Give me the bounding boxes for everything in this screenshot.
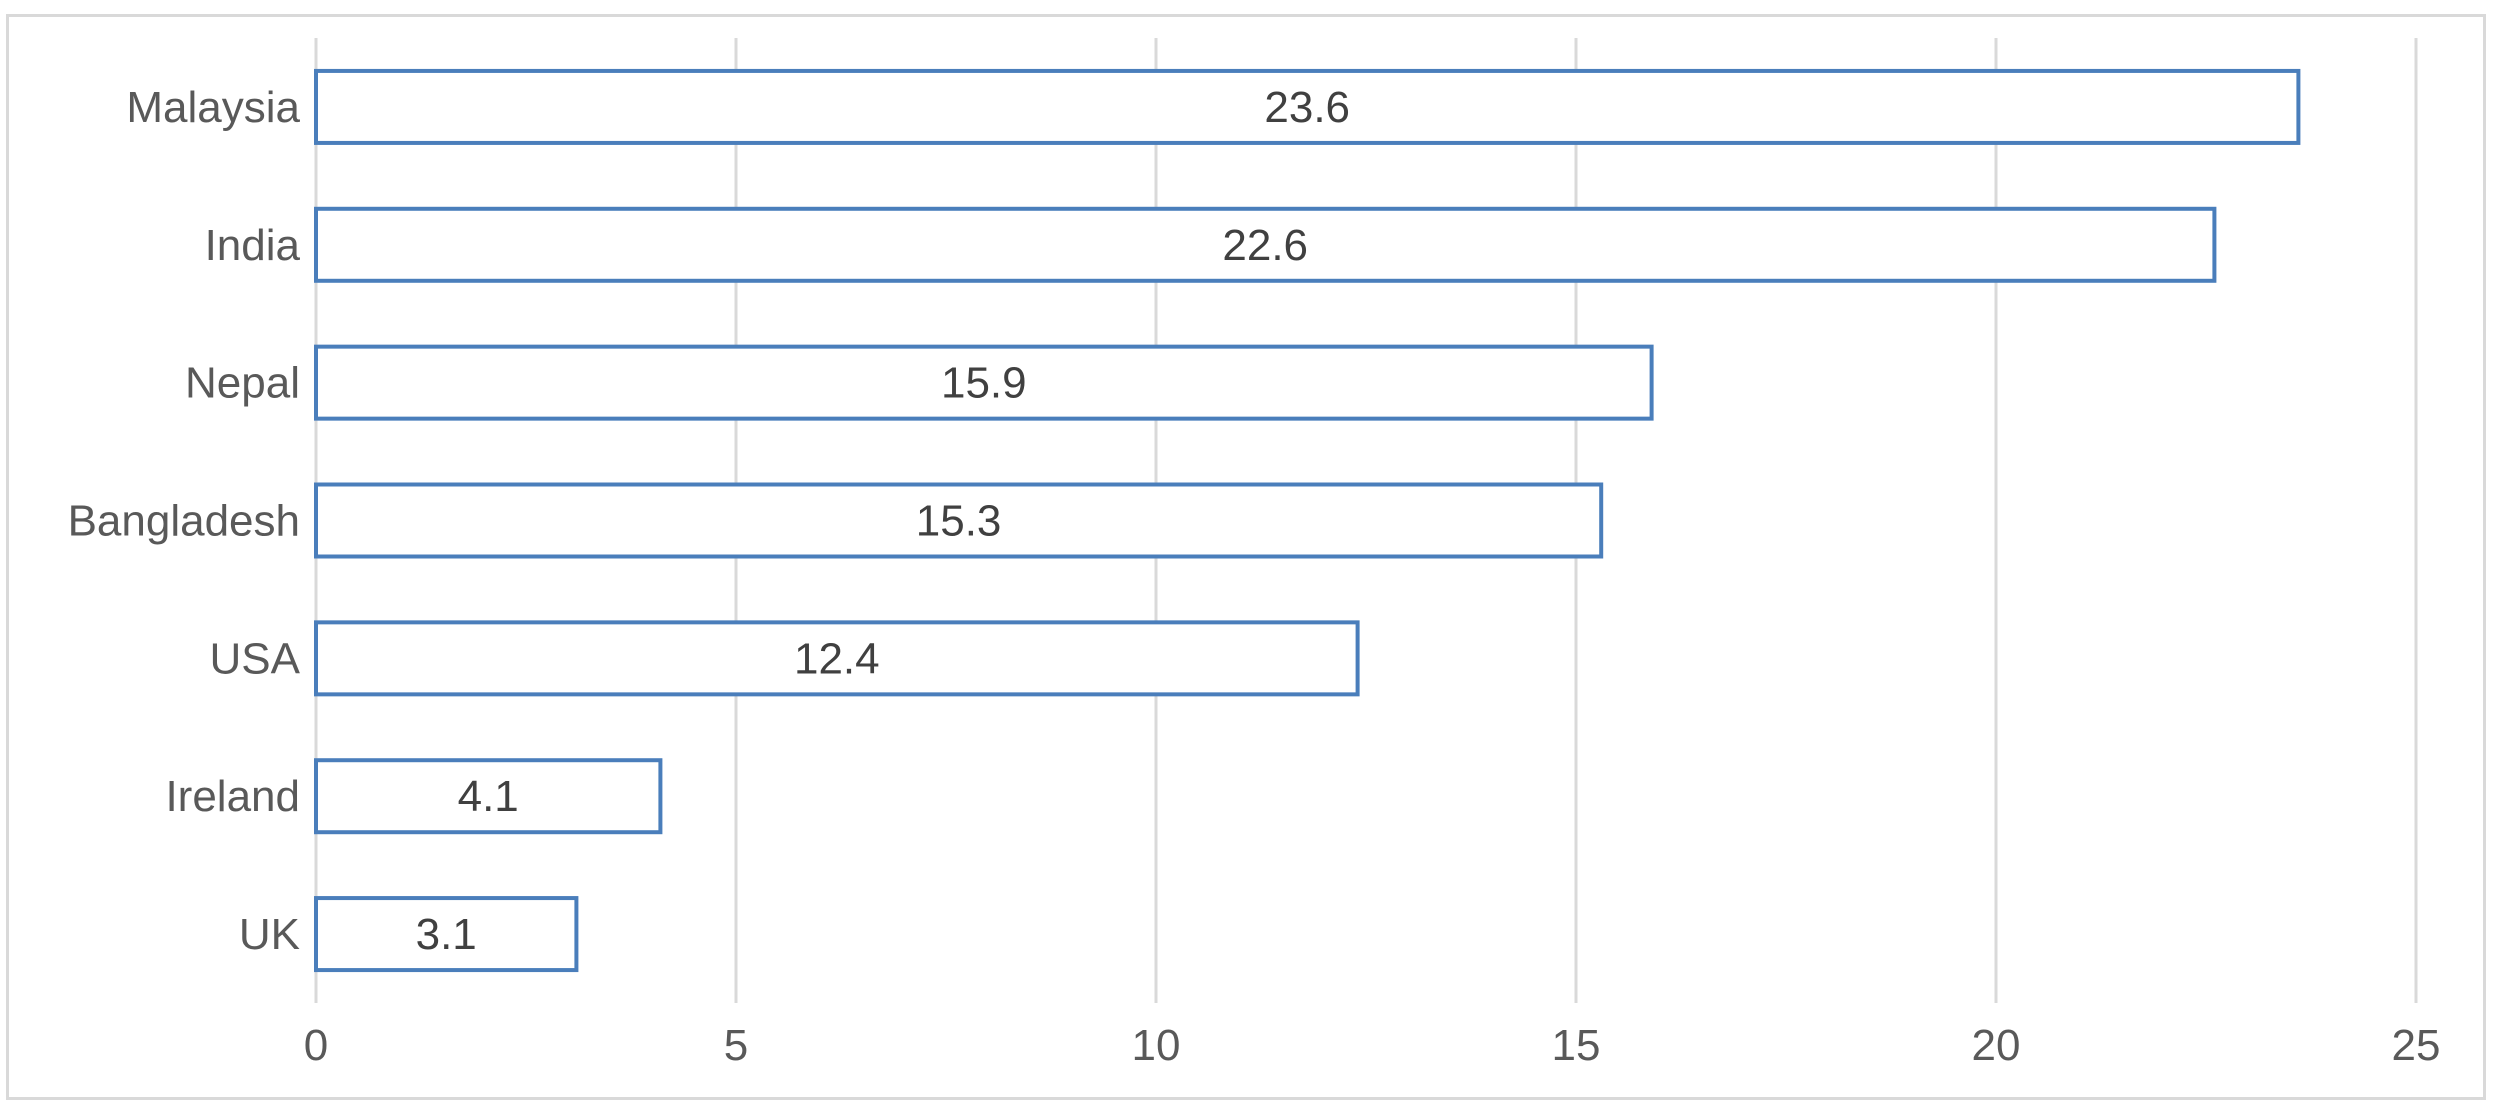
category-label-uk: UK bbox=[239, 910, 300, 959]
data-label-usa: 12.4 bbox=[794, 634, 880, 683]
x-tick-label-0: 0 bbox=[304, 1021, 328, 1070]
category-label-ireland: Ireland bbox=[165, 772, 300, 821]
x-tick-label-5: 5 bbox=[724, 1021, 748, 1070]
category-label-india: India bbox=[205, 221, 301, 270]
bar-india bbox=[314, 206, 2217, 283]
data-label-bangladesh: 15.3 bbox=[916, 497, 1002, 546]
data-label-ireland: 4.1 bbox=[458, 772, 519, 821]
x-axis-tick-labels: 0 5 10 15 20 25 bbox=[304, 1021, 2441, 1070]
x-tick-label-10: 10 bbox=[1132, 1021, 1181, 1070]
data-label-malaysia: 23.6 bbox=[1264, 83, 1350, 132]
data-label-uk: 3.1 bbox=[416, 910, 477, 959]
x-tick-label-25: 25 bbox=[2392, 1021, 2441, 1070]
bars bbox=[314, 68, 2301, 973]
data-label-india: 22.6 bbox=[1222, 221, 1308, 270]
grid-lines bbox=[314, 38, 2418, 1003]
bar-uk bbox=[314, 896, 579, 973]
x-tick-label-15: 15 bbox=[1552, 1021, 1601, 1070]
bar-bangladesh bbox=[314, 482, 1604, 559]
category-label-usa: USA bbox=[210, 634, 301, 683]
bar-nepal bbox=[314, 344, 1654, 421]
bar-ireland bbox=[314, 758, 663, 835]
x-tick-label-20: 20 bbox=[1972, 1021, 2021, 1070]
bar-usa bbox=[314, 620, 1360, 697]
bar-malaysia bbox=[314, 68, 2301, 145]
category-label-malaysia: Malaysia bbox=[126, 83, 300, 132]
data-labels: 23.6 22.6 15.9 15.3 12.4 4.1 3.1 bbox=[416, 83, 1350, 959]
category-label-bangladesh: Bangladesh bbox=[68, 497, 300, 546]
category-labels: Malaysia India Nepal Bangladesh USA Ireland UK bbox=[68, 83, 301, 959]
category-label-nepal: Nepal bbox=[185, 359, 300, 408]
data-label-nepal: 15.9 bbox=[941, 359, 1027, 408]
